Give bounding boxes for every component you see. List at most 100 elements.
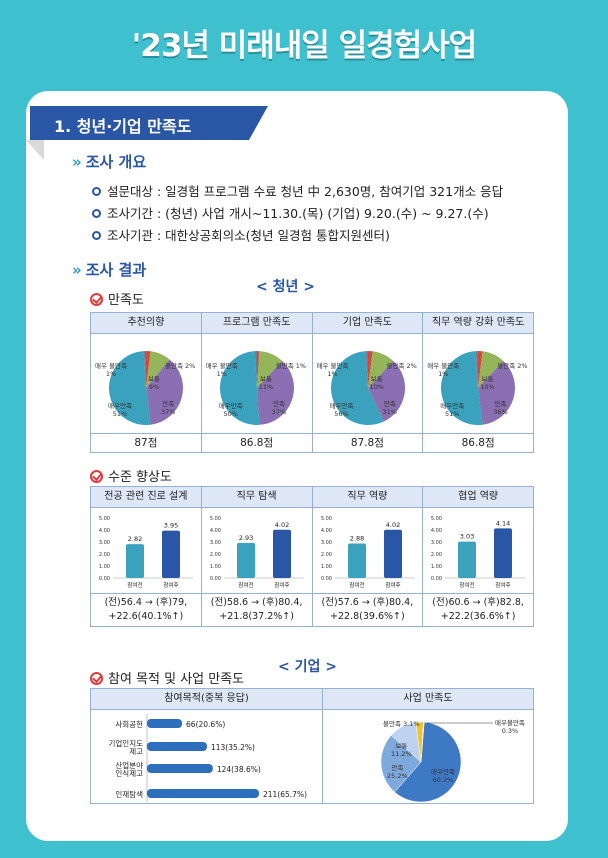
pie-label-neutral: 보통 10%: [480, 375, 495, 391]
improvement-table-header: 전공 관련 진로 설계 직무 탐색 직무 역량 협업 역량: [91, 487, 533, 507]
col-header: 기업 만족도: [313, 313, 424, 333]
overview-heading-text: 조사 개요: [85, 153, 147, 171]
satisfaction-heading: 만족도: [90, 289, 144, 308]
bar-value-label: 2.93: [239, 534, 253, 542]
pie-slice: [256, 351, 260, 388]
overview-item-1: 설문대상 : 일경험 프로그램 수료 청년 中 2,630명, 참여기업 321…: [92, 181, 503, 200]
y-tick-label: 3.00: [99, 540, 110, 546]
note-cell: (전)56.4 → (후)79, +22.6(40.1%↑): [91, 593, 202, 626]
bar-value-label: 124(38.6%): [217, 765, 261, 774]
pie-slice: [441, 351, 483, 425]
pie-slice: [478, 351, 504, 388]
pie-label-very-dissatisfied: 매우 불만족 1%: [316, 362, 349, 378]
check-circle-icon: [90, 470, 103, 483]
bar: [494, 528, 513, 578]
pie-slice: [256, 361, 294, 425]
pie-slice: [254, 351, 257, 388]
overview-item-3: 조사기관 : 대한상공회의소(청년 일경험 통합지원센터): [92, 225, 390, 244]
pie-label-dissatisfied: 불만족 2%: [165, 362, 196, 370]
bar: [458, 541, 477, 578]
x-tick-label: 참여전: [238, 581, 253, 589]
y-tick-label: 2.00: [210, 552, 221, 558]
circle-bullet-icon: [92, 209, 101, 218]
pie-label-dissatisfied: 불만족 2%: [386, 362, 417, 370]
pie-label-neutral: 보통 11.2%: [391, 742, 412, 758]
purpose-bar-chart: 66(20.6%) 사회공헌 113(35.2%) 기업인지도 제고 124(38.6%)…: [109, 714, 307, 802]
bar: [126, 544, 144, 578]
score-row: 87점 86.8점 87.8점 86.8점: [91, 433, 533, 452]
note-cell: (전)57.6 → (후)80.4, +22.8(39.6%↑): [312, 593, 424, 626]
pie-label-satisfied: 만족 25.2%: [387, 764, 408, 780]
pie-cell: 매우 불만족 1% 불만족 2% 보통 9% 만족 37% 매우만족 51%: [91, 333, 202, 433]
y-tick-label: 1.00: [431, 564, 442, 570]
y-tick-label: 4.00: [320, 528, 331, 534]
overview-item-2: 조사기간 : (청년) 사업 개시~11.30.(목) (기업) 9.20.(수…: [92, 203, 489, 222]
pie-label-very-satisfied: 매우만족 50%: [218, 402, 243, 418]
improvement-heading-text: 수준 향상도: [108, 470, 172, 485]
x-tick-label: 참여전: [460, 581, 475, 589]
bar: [383, 529, 402, 578]
x-tick-label: 참여후: [385, 581, 400, 589]
x-tick-label: 참여후: [496, 581, 511, 589]
pie-slice: [380, 734, 422, 793]
improvement-heading: 수준 향상도: [90, 466, 172, 485]
pie-label-dissatisfied: 불만족 2%: [497, 362, 528, 370]
y-tick-label: 2.00: [431, 552, 442, 558]
bar: [147, 789, 259, 798]
note-row: (전)56.4 → (후)79, +22.6(40.1%↑) (전)58.6 → …: [91, 593, 533, 626]
pie-label-very-satisfied: 매우만족 60.2%: [431, 768, 455, 784]
y-tick-label: 5.00: [210, 516, 221, 522]
x-tick-label: 참여전: [127, 581, 142, 589]
pie-label-very-dissatisfied: 매우불만족 0.3%: [495, 719, 525, 735]
pie-slice: [146, 359, 183, 425]
pie-label-satisfied: 만족 31%: [382, 400, 397, 416]
pie-slice: [475, 351, 479, 388]
bar: [147, 719, 183, 728]
note-line: +22.6(40.1%↑): [108, 611, 184, 622]
results-heading-text: 조사 결과: [85, 261, 147, 279]
note-cell: (전)58.6 → (후)80.4, +21.8(37.2%↑): [201, 593, 313, 626]
pie-label-satisfied: 만족 36%: [493, 400, 508, 416]
note-line: (전)60.6 → (후)82.8,: [432, 597, 524, 608]
y-tick-label: 0.00: [431, 576, 442, 582]
overview-text: 조사기간 : (청년) 사업 개시~11.30.(목) (기업) 9.20.(수…: [107, 206, 489, 221]
bar-value-label: 211(65.7%): [263, 790, 307, 799]
bar-chart: 5.00 4.00 3.00 2.00 1.00 0.00 2.93 참여전 4.02 참여후: [210, 516, 304, 589]
pie-slice: [146, 351, 170, 388]
pie-label-neutral: 보통 10%: [369, 375, 384, 391]
y-tick-label: 4.00: [431, 528, 442, 534]
y-tick-label: 3.00: [210, 540, 221, 546]
y-tick-label: 0.00: [210, 576, 221, 582]
pie-chart: [219, 351, 294, 425]
x-tick-label: 참여후: [163, 581, 178, 589]
satisfaction-heading-text: 만족도: [108, 293, 144, 308]
bar-value-label: 66(20.6%): [186, 720, 225, 729]
note-line: +22.8(39.6%↑): [330, 611, 405, 622]
check-circle-icon: [90, 672, 103, 685]
note-line: (전)57.6 → (후)80.4,: [321, 597, 414, 608]
purpose-bar-cell: 66(20.6%) 사회공헌 113(35.2%) 기업인지도 제고 124(38.6%)…: [91, 709, 323, 803]
pie-slice: [146, 351, 151, 388]
pie-label-very-satisfied: 매우만족 51%: [440, 402, 465, 418]
pie-slice: [365, 351, 368, 388]
bar-value-label: 4.14: [496, 519, 510, 527]
bar: [162, 530, 180, 578]
bar-chart: 5.00 4.00 3.00 2.00 1.00 0.00 2.88 참여전 4.02 참여후: [320, 516, 415, 589]
pie-slice: [109, 351, 151, 425]
y-tick-label: 0.00: [99, 576, 110, 582]
circle-bullet-icon: [92, 187, 101, 196]
note-line: +21.8(37.2%↑): [219, 611, 294, 622]
col-header: 직무 역량: [313, 487, 424, 507]
y-tick-label: 2.00: [320, 552, 331, 558]
purpose-heading: 참여 목적 및 사업 만족도: [90, 668, 244, 687]
company-tag: < 기업 >: [278, 659, 337, 675]
pie-label-very-satisfied: 매우만족 56%: [329, 402, 354, 418]
category-label: 인재탐색: [115, 789, 143, 799]
bar-value-label: 2.82: [128, 535, 142, 543]
company-table: 참여목적(중복 응답) 사업 만족도 66(20.6%) 사회공헌 113(35.2…: [90, 688, 534, 804]
bar-cell: 5.00 4.00 3.00 2.00 1.00 0.00 2.93 참여전 4.02 참여후: [201, 507, 313, 593]
results-heading: » 조사 결과: [72, 259, 146, 280]
pie-label-very-dissatisfied: 매우 불만족 1%: [205, 362, 238, 378]
circle-bullet-icon: [92, 231, 101, 240]
pie-label-very-dissatisfied: 매우 불만족 1%: [427, 362, 460, 378]
